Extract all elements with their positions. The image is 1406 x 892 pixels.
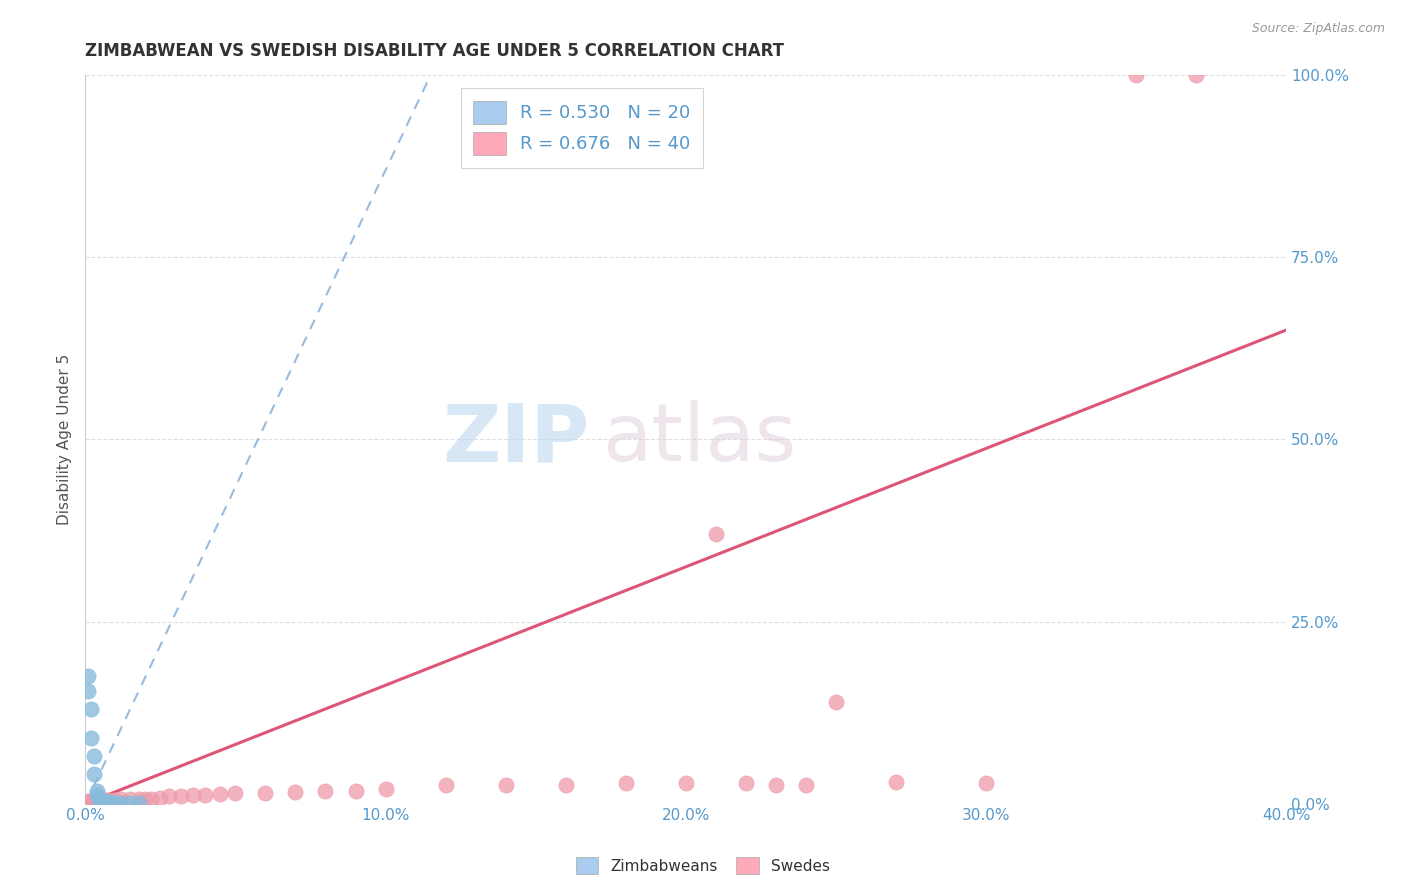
Point xyxy=(101,796,124,810)
Point xyxy=(128,796,150,810)
Point xyxy=(89,794,111,808)
Point xyxy=(170,789,193,804)
Point xyxy=(89,794,111,808)
Point xyxy=(98,793,121,807)
Point xyxy=(554,779,576,793)
Point xyxy=(96,793,118,807)
Point xyxy=(86,783,108,797)
Y-axis label: Disability Age Under 5: Disability Age Under 5 xyxy=(58,354,72,525)
Point xyxy=(98,795,121,809)
Point xyxy=(183,788,205,802)
Point xyxy=(315,783,337,797)
Point xyxy=(86,788,108,802)
Point xyxy=(157,789,180,804)
Point xyxy=(1125,68,1147,82)
Legend: Zimbabweans, Swedes: Zimbabweans, Swedes xyxy=(569,851,837,880)
Point xyxy=(80,702,103,716)
Point xyxy=(80,794,103,808)
Legend: R = 0.530   N = 20, R = 0.676   N = 40: R = 0.530 N = 20, R = 0.676 N = 40 xyxy=(461,88,703,168)
Point xyxy=(224,786,246,800)
Point xyxy=(89,791,111,805)
Point xyxy=(344,783,367,797)
Point xyxy=(1185,68,1208,82)
Point xyxy=(93,794,115,808)
Point xyxy=(128,792,150,806)
Text: ZIP: ZIP xyxy=(443,401,589,478)
Point xyxy=(120,796,142,810)
Text: atlas: atlas xyxy=(602,401,796,478)
Point xyxy=(284,785,307,799)
Point xyxy=(83,767,105,781)
Point xyxy=(77,683,100,698)
Point xyxy=(104,793,127,807)
Point xyxy=(884,774,907,789)
Point xyxy=(734,776,756,790)
Point xyxy=(89,794,111,808)
Point xyxy=(86,794,108,808)
Point xyxy=(675,776,697,790)
Point xyxy=(96,795,118,809)
Point xyxy=(77,794,100,808)
Point xyxy=(83,749,105,764)
Point xyxy=(110,792,132,806)
Point xyxy=(80,731,103,745)
Point xyxy=(765,779,787,793)
Point xyxy=(974,776,997,790)
Point xyxy=(614,776,637,790)
Point xyxy=(704,527,727,541)
Point xyxy=(134,791,156,805)
Point xyxy=(794,779,817,793)
Point xyxy=(93,793,115,807)
Point xyxy=(434,779,457,793)
Point xyxy=(120,792,142,806)
Point xyxy=(824,695,846,709)
Point xyxy=(149,790,172,805)
Point xyxy=(110,796,132,810)
Point xyxy=(93,795,115,809)
Point xyxy=(104,796,127,810)
Point xyxy=(374,782,396,797)
Point xyxy=(254,786,277,800)
Point xyxy=(141,791,163,805)
Point xyxy=(194,788,217,802)
Text: ZIMBABWEAN VS SWEDISH DISABILITY AGE UNDER 5 CORRELATION CHART: ZIMBABWEAN VS SWEDISH DISABILITY AGE UND… xyxy=(86,42,785,60)
Point xyxy=(77,669,100,683)
Point xyxy=(83,794,105,808)
Point xyxy=(495,779,517,793)
Point xyxy=(209,787,232,801)
Text: Source: ZipAtlas.com: Source: ZipAtlas.com xyxy=(1251,22,1385,36)
